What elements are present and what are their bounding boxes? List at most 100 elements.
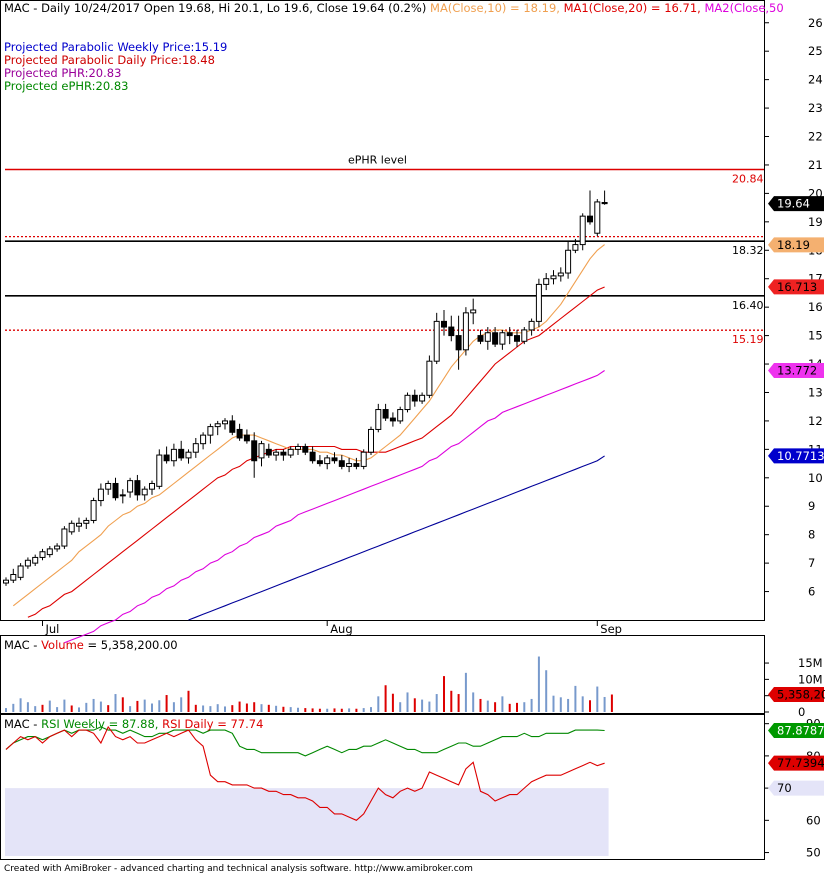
candle-body	[529, 321, 534, 330]
projection-line-4: Projected ePHR:20.83	[4, 80, 128, 93]
volume-bar	[385, 685, 387, 712]
volume-bar	[414, 698, 416, 712]
candle-body	[449, 327, 454, 336]
rsi-tag-2-text: 70	[777, 781, 792, 795]
level-label-ePHR level: 20.84	[732, 173, 764, 186]
volume-bar	[465, 673, 467, 712]
volume-bar	[195, 705, 197, 712]
candle-body	[427, 361, 432, 395]
price-axis-label: 6	[808, 585, 815, 599]
price-axis-label: 7	[808, 556, 815, 570]
x-axis-layer: JulAugSepOct	[43, 620, 825, 636]
ma200-line	[189, 456, 605, 620]
candle-body	[566, 250, 571, 273]
price-tag-3-text: 13.772	[777, 364, 817, 378]
volume-bar	[450, 691, 452, 712]
candle-body	[91, 501, 96, 521]
candle-body	[361, 452, 366, 466]
candle-body	[84, 520, 89, 523]
chart-title-line: MAC - Daily 10/24/2017 Open 19.68, Hi 20…	[4, 2, 784, 15]
volume-bar	[282, 707, 284, 712]
candle-body	[157, 455, 162, 486]
symbol-line: MAC - Daily 10/24/2017 Open 19.68, Hi 20…	[4, 1, 426, 15]
price-tag-1-text: 18.19	[777, 238, 810, 252]
volume-bar	[5, 708, 7, 712]
volume-bar	[56, 707, 58, 712]
volume-bar	[407, 692, 409, 712]
candle-body	[463, 313, 468, 350]
candle-body	[106, 483, 111, 489]
candle-body	[602, 202, 607, 203]
volume-bar	[480, 699, 482, 712]
candle-body	[420, 395, 425, 401]
candle-body	[544, 279, 549, 285]
volume-header: MAC - Volume = 5,358,200.00	[4, 639, 178, 652]
candle-body	[456, 336, 461, 350]
candle-body	[376, 410, 381, 430]
candle-body	[325, 458, 330, 464]
volume-name: Volume	[41, 638, 84, 652]
volume-bar	[472, 692, 474, 712]
volume-bar	[297, 708, 299, 712]
volume-bar	[421, 700, 423, 712]
candle-body	[40, 552, 45, 558]
volume-bar	[531, 699, 533, 712]
volume-bar	[253, 702, 255, 712]
volume-bar	[348, 708, 350, 712]
price-axis-label: 9	[808, 499, 815, 513]
candle-body	[55, 546, 60, 549]
volume-axis-label: 0	[798, 705, 805, 719]
rsi-axis-label: 60	[806, 813, 821, 827]
candle-body	[11, 574, 16, 580]
volume-bar	[20, 698, 22, 712]
candle-body	[339, 461, 344, 467]
volume-bar	[319, 709, 321, 712]
volume-bar	[224, 706, 226, 712]
price-axis-label: 16	[808, 300, 823, 314]
candle-body	[164, 455, 169, 461]
volume-axis-label: 10M	[798, 672, 823, 686]
projected-ephr: Projected ePHR:20.83	[4, 79, 128, 93]
volume-bar	[129, 706, 131, 712]
volume-bar	[151, 704, 153, 712]
candle-body	[588, 216, 593, 222]
candle-body	[128, 481, 133, 492]
candle-body	[135, 481, 140, 495]
candle-body	[230, 421, 235, 432]
price-axis-label: 24	[808, 73, 823, 87]
candle-body	[150, 483, 155, 489]
candle-body	[274, 452, 279, 455]
volume-bar	[370, 707, 372, 712]
volume-bar	[523, 702, 525, 712]
x-axis-label: Aug	[330, 622, 352, 636]
level-label-support-16.40: 16.40	[732, 299, 764, 312]
volume-bar	[180, 697, 182, 712]
candle-body	[493, 333, 498, 344]
candle-body	[369, 429, 374, 452]
candle-body	[580, 216, 585, 244]
price-axis-label: 8	[808, 528, 815, 542]
candle-body	[215, 424, 220, 427]
candle-body	[98, 489, 103, 500]
volume-bar	[574, 686, 576, 712]
ma10-line	[13, 245, 604, 606]
footer-credit: Created with AmiBroker - advanced charti…	[4, 863, 473, 876]
candle-body	[522, 330, 527, 341]
candle-body	[595, 202, 600, 233]
volume-bar	[71, 705, 73, 712]
candle-body	[303, 447, 308, 453]
rsi-symbol: MAC -	[4, 717, 41, 731]
candle-body	[471, 310, 476, 313]
volume-bar	[443, 676, 445, 712]
volume-bar	[458, 694, 460, 712]
volume-bars-layer	[5, 657, 613, 712]
volume-bar	[85, 703, 87, 712]
volume-bar	[275, 706, 277, 712]
candle-body	[77, 523, 82, 526]
rsi-daily-legend: RSI Daily = 77.74	[162, 717, 263, 731]
candle-body	[259, 444, 264, 458]
volume-bar	[560, 697, 562, 712]
